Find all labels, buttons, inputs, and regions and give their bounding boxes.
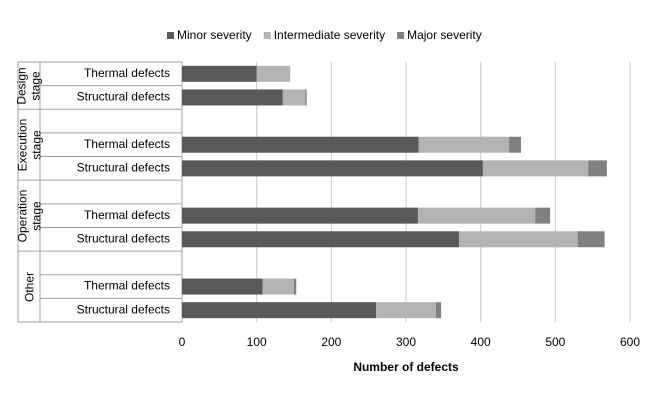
bar-segment bbox=[588, 160, 607, 177]
y-tick-label: Structural defects bbox=[77, 90, 170, 104]
bar-segment bbox=[535, 207, 551, 224]
legend-label: Minor severity bbox=[177, 28, 252, 42]
bar-segment bbox=[182, 65, 257, 82]
y-tick-label: Thermal defects bbox=[84, 137, 170, 151]
bar-segment bbox=[282, 89, 306, 106]
x-axis-title: Number of defects bbox=[353, 360, 459, 374]
bar-segment bbox=[182, 278, 263, 295]
legend-swatch bbox=[397, 32, 405, 39]
bar-segment bbox=[305, 89, 307, 106]
bar-segment bbox=[459, 231, 578, 248]
bar-segment bbox=[256, 65, 291, 82]
bar-segment bbox=[577, 231, 605, 248]
x-tick-label: 200 bbox=[321, 335, 341, 349]
group-label: Other bbox=[22, 271, 36, 302]
bar-segment bbox=[509, 136, 521, 153]
legend-swatch bbox=[167, 32, 174, 39]
y-tick-label: Structural defects bbox=[77, 231, 170, 245]
x-tick-label: 0 bbox=[179, 335, 186, 349]
x-tick-label: 600 bbox=[620, 335, 640, 349]
y-tick-label: Thermal defects bbox=[84, 208, 170, 222]
bar-segment bbox=[182, 302, 377, 319]
bar-segment bbox=[418, 136, 510, 153]
x-tick-label: 300 bbox=[396, 335, 416, 349]
bar-segment bbox=[262, 278, 294, 295]
y-tick-label: Structural defects bbox=[77, 302, 170, 316]
y-tick-label: Structural defects bbox=[77, 161, 170, 175]
bar-segment bbox=[435, 302, 442, 319]
bar-segment bbox=[182, 160, 483, 177]
legend-swatch bbox=[263, 32, 271, 39]
x-tick-label: 100 bbox=[247, 335, 267, 349]
bar-segment bbox=[182, 136, 419, 153]
bar-segment bbox=[294, 278, 297, 295]
legend-label: Major severity bbox=[407, 28, 482, 42]
group-label: Execution stage bbox=[15, 118, 43, 172]
y-tick-label: Thermal defects bbox=[84, 279, 170, 293]
bar-segment bbox=[182, 231, 460, 248]
legend-label: Intermediate severity bbox=[274, 28, 385, 42]
y-tick-label: Thermal defects bbox=[84, 66, 170, 80]
x-tick-label: 500 bbox=[545, 335, 565, 349]
group-label: Operation stage bbox=[15, 189, 43, 242]
bar-segment bbox=[182, 207, 418, 224]
group-label: Design stage bbox=[14, 66, 43, 105]
bar-segment bbox=[182, 89, 283, 106]
bar-segment bbox=[482, 160, 589, 177]
x-tick-label: 400 bbox=[471, 335, 491, 349]
bar-segment bbox=[376, 302, 436, 319]
bar-segment bbox=[417, 207, 536, 224]
